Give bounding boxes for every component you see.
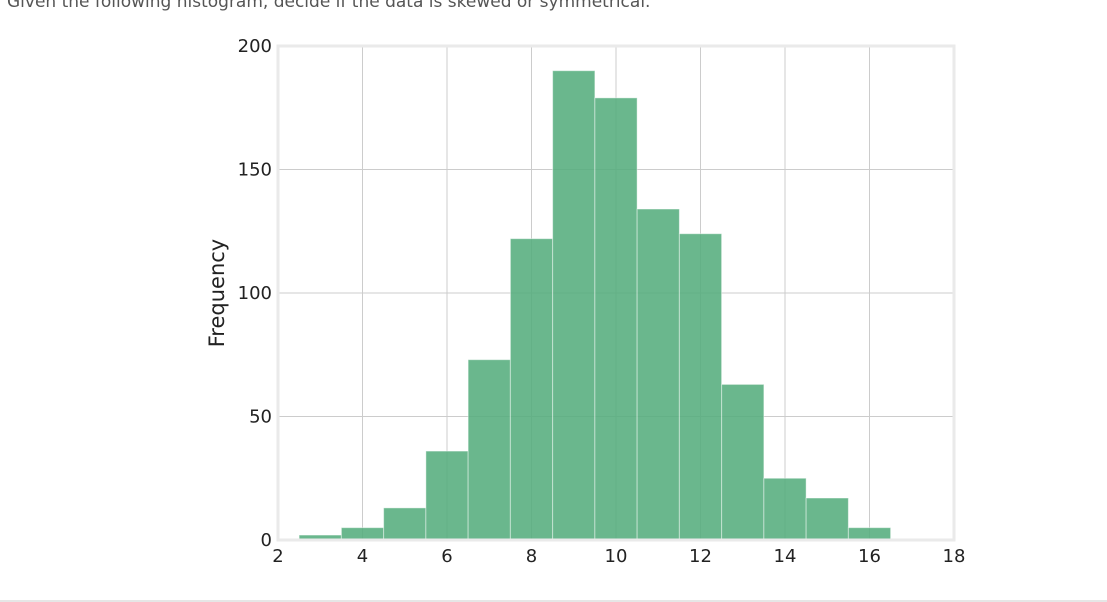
plot-frame: [276, 44, 956, 542]
histogram-bar: [383, 507, 427, 541]
histogram-bar: [763, 477, 807, 541]
histogram-bar: [509, 238, 554, 541]
y-tick-label: 50: [249, 407, 272, 428]
y-tick-label: 200: [238, 36, 272, 57]
y-axis-label: Frequency: [205, 239, 229, 348]
question-text: Given the following histogram, decide if…: [7, 0, 651, 12]
x-tick-label: 4: [357, 546, 368, 567]
histogram-bar: [552, 70, 596, 541]
y-tick-label: 100: [238, 283, 272, 304]
histogram-bar: [594, 97, 638, 541]
histogram-bar: [636, 208, 680, 541]
x-tick-label: 18: [943, 546, 966, 567]
histogram-bar: [678, 233, 723, 541]
histogram-bar: [805, 497, 849, 541]
y-tick-label: 150: [238, 160, 272, 181]
histogram-bar: [467, 359, 511, 541]
histogram-bar: [340, 527, 385, 541]
x-tick-label: 6: [441, 546, 452, 567]
y-tick-label: 0: [261, 530, 272, 551]
histogram-bar: [721, 383, 765, 541]
x-tick-label: 2: [272, 546, 283, 567]
x-tick-label: 12: [689, 546, 712, 567]
x-tick-label: 10: [605, 546, 628, 567]
x-tick-label: 8: [526, 546, 537, 567]
histogram-bar: [425, 450, 469, 541]
divider: [0, 600, 1107, 602]
x-tick-label: 16: [858, 546, 881, 567]
x-tick-label: 14: [774, 546, 797, 567]
histogram-bar: [847, 527, 892, 541]
